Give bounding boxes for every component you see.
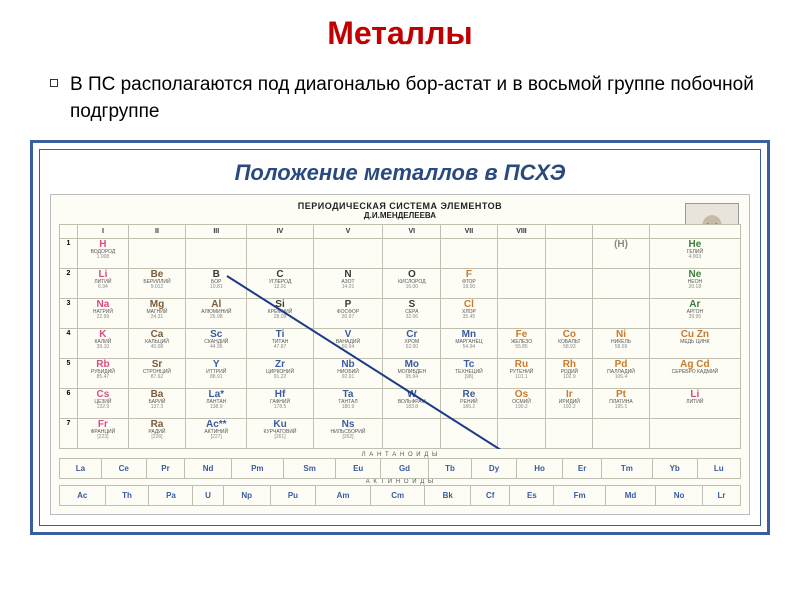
actinides-row: AcThPaUNpPuAmCmBkCfEsFmMdNoLr: [59, 485, 741, 506]
bullet-text: В ПС располагаются под диагональю бор-ас…: [70, 72, 770, 125]
slide: Металлы В ПС располагаются под диагональ…: [0, 0, 800, 600]
bullet-marker-icon: [50, 79, 58, 87]
slide-title: Металлы: [30, 15, 770, 52]
bullet-item: В ПС располагаются под диагональю бор-ас…: [30, 72, 770, 125]
periodic-table: ПЕРИОДИЧЕСКАЯ СИСТЕМА ЭЛЕМЕНТОВ Д.И.МЕНД…: [50, 194, 750, 515]
ptable-grid: IIIIIIIVVVIVIIVIII1HВОДОРОД1.008(H)HeГЕЛ…: [59, 224, 741, 449]
table-heading: Положение металлов в ПСХЭ: [50, 160, 750, 186]
ptable-title: ПЕРИОДИЧЕСКАЯ СИСТЕМА ЭЛЕМЕНТОВ: [59, 201, 741, 211]
lanthanides-row: LaCePrNdPmSmEuGdTbDyHoErTmYbLu: [59, 458, 741, 479]
ptable-subtitle: Д.И.МЕНДЕЛЕЕВА: [59, 211, 741, 220]
periodic-table-frame: Положение металлов в ПСХЭ ПЕРИОДИЧЕСКАЯ …: [30, 140, 770, 535]
